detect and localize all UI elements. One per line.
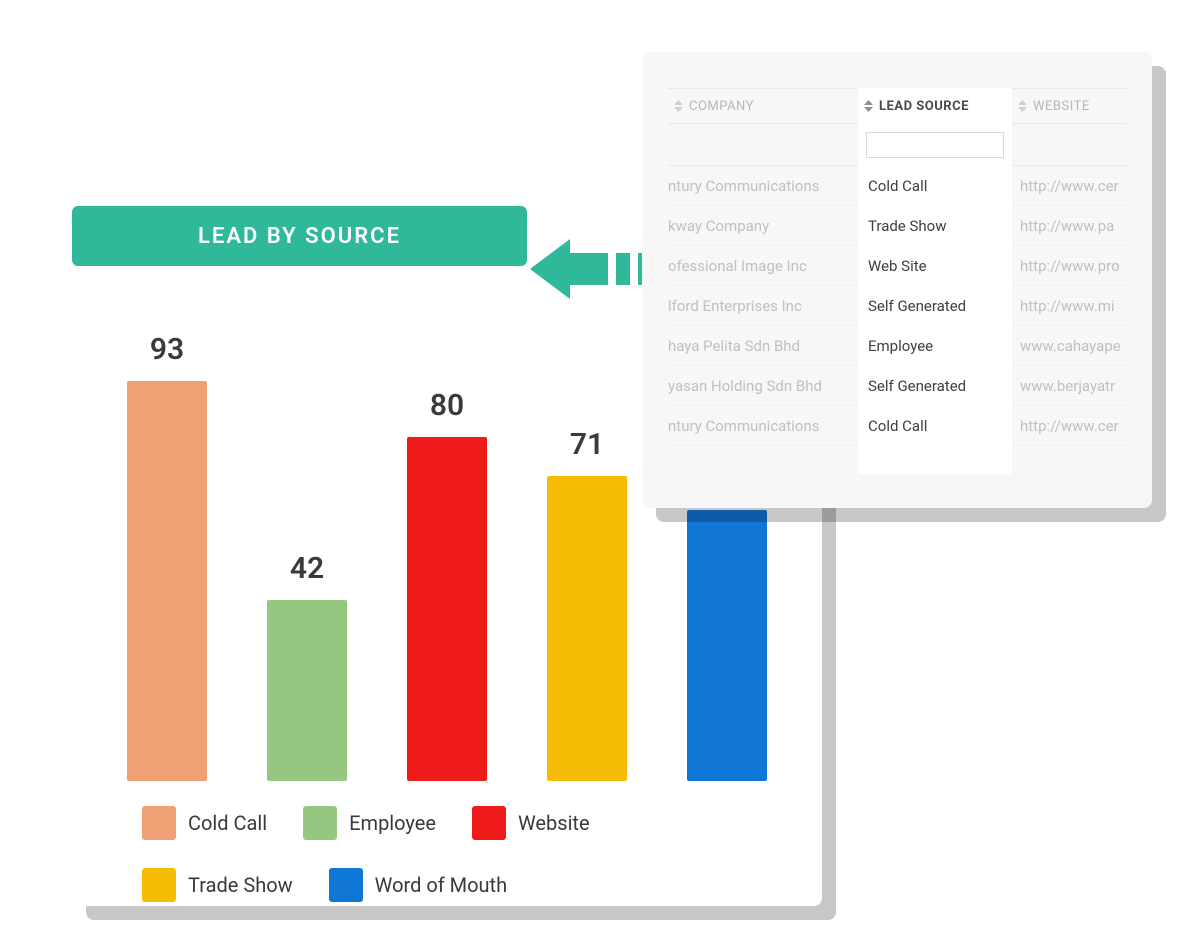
cell-lead-source: Web Site [858, 246, 1012, 286]
legend-swatch [142, 868, 176, 902]
cell-lead-source: Cold Call [858, 406, 1012, 446]
column-label: COMPANY [689, 99, 754, 114]
bar [267, 600, 347, 781]
bar-col: 93 [127, 332, 207, 781]
bar-col: 71 [547, 427, 627, 781]
cell-company: kway Company [668, 217, 858, 235]
table-row[interactable]: lford Enterprises IncSelf Generatedhttp:… [668, 286, 1126, 326]
chart-legend: Cold Call Employee Website Trade Show Word o… [142, 806, 752, 902]
chart-title: LEAD BY SOURCE [198, 224, 401, 249]
legend-label: Website [518, 811, 590, 835]
table-row[interactable]: ofessional Image IncWeb Sitehttp://www.p… [668, 246, 1126, 286]
sort-icon [1018, 100, 1027, 112]
legend-item[interactable]: Employee [303, 806, 436, 840]
bar-value-label: 71 [570, 427, 604, 462]
bar-value-label: 42 [290, 551, 324, 586]
cell-company: ofessional Image Inc [668, 257, 858, 275]
legend-item[interactable]: Word of Mouth [329, 868, 507, 902]
cell-lead-source: Self Generated [858, 286, 1012, 326]
legend-swatch [142, 806, 176, 840]
legend-swatch [303, 806, 337, 840]
bar-value-label: 80 [430, 388, 464, 423]
column-header-company[interactable]: COMPANY [668, 99, 858, 114]
table-row[interactable]: kway CompanyTrade Showhttp://www.pa [668, 206, 1126, 246]
bar [407, 437, 487, 781]
lead-source-filter-input[interactable] [866, 132, 1004, 158]
bar-value-label: 93 [150, 332, 184, 367]
cell-website: http://www.mi [1012, 297, 1126, 315]
table-row[interactable]: ntury CommunicationsCold Callhttp://www.… [668, 406, 1126, 446]
bar [127, 381, 207, 781]
table-row[interactable]: haya Pelita Sdn BhdEmployeewww.cahayape [668, 326, 1126, 366]
chart-title-bar: LEAD BY SOURCE [72, 206, 527, 266]
cell-website: www.berjayatr [1012, 377, 1126, 395]
cell-website: http://www.cer [1012, 417, 1126, 435]
legend-item[interactable]: Trade Show [142, 868, 293, 902]
legend-label: Cold Call [188, 811, 267, 835]
legend-label: Employee [349, 811, 436, 835]
column-header-lead-source[interactable]: LEAD SOURCE [858, 88, 1012, 124]
table-body: ntury CommunicationsCold Callhttp://www.… [668, 166, 1126, 446]
bar-col: 63 [687, 461, 767, 781]
bar [687, 510, 767, 781]
table-panel: COMPANY LEAD SOURCE WEBSITE ntury Commun… [642, 52, 1152, 508]
cell-company: lford Enterprises Inc [668, 297, 858, 315]
legend-swatch [472, 806, 506, 840]
cell-lead-source: Self Generated [858, 366, 1012, 406]
bar [547, 476, 627, 781]
table-tail-row [668, 446, 1126, 474]
cell-lead-source: Trade Show [858, 206, 1012, 246]
column-header-website[interactable]: WEBSITE [1012, 99, 1126, 114]
cell-website: www.cahayape [1012, 337, 1126, 355]
cell-company: yasan Holding Sdn Bhd [668, 377, 858, 395]
legend-label: Trade Show [188, 873, 293, 897]
legend-item[interactable]: Cold Call [142, 806, 267, 840]
column-label: LEAD SOURCE [879, 99, 969, 114]
cell-company: ntury Communications [668, 417, 858, 435]
sort-icon [864, 100, 873, 112]
cell-website: http://www.cer [1012, 177, 1126, 195]
bar-col: 80 [407, 388, 487, 781]
cell-lead-source: Employee [858, 326, 1012, 366]
cell-company: haya Pelita Sdn Bhd [668, 337, 858, 355]
legend-label: Word of Mouth [375, 873, 507, 897]
column-label: WEBSITE [1033, 99, 1090, 114]
table-row[interactable]: yasan Holding Sdn BhdSelf Generatedwww.b… [668, 366, 1126, 406]
table-row[interactable]: ntury CommunicationsCold Callhttp://www.… [668, 166, 1126, 206]
bar-col: 42 [267, 551, 347, 781]
table-header-row: COMPANY LEAD SOURCE WEBSITE [668, 88, 1126, 124]
cell-company: ntury Communications [668, 177, 858, 195]
legend-item[interactable]: Website [472, 806, 590, 840]
cell-website: http://www.pa [1012, 217, 1126, 235]
legend-swatch [329, 868, 363, 902]
cell-lead-source: Cold Call [858, 166, 1012, 206]
table-filter-row [668, 124, 1126, 166]
cell-website: http://www.pro [1012, 257, 1126, 275]
sort-icon [674, 100, 683, 112]
